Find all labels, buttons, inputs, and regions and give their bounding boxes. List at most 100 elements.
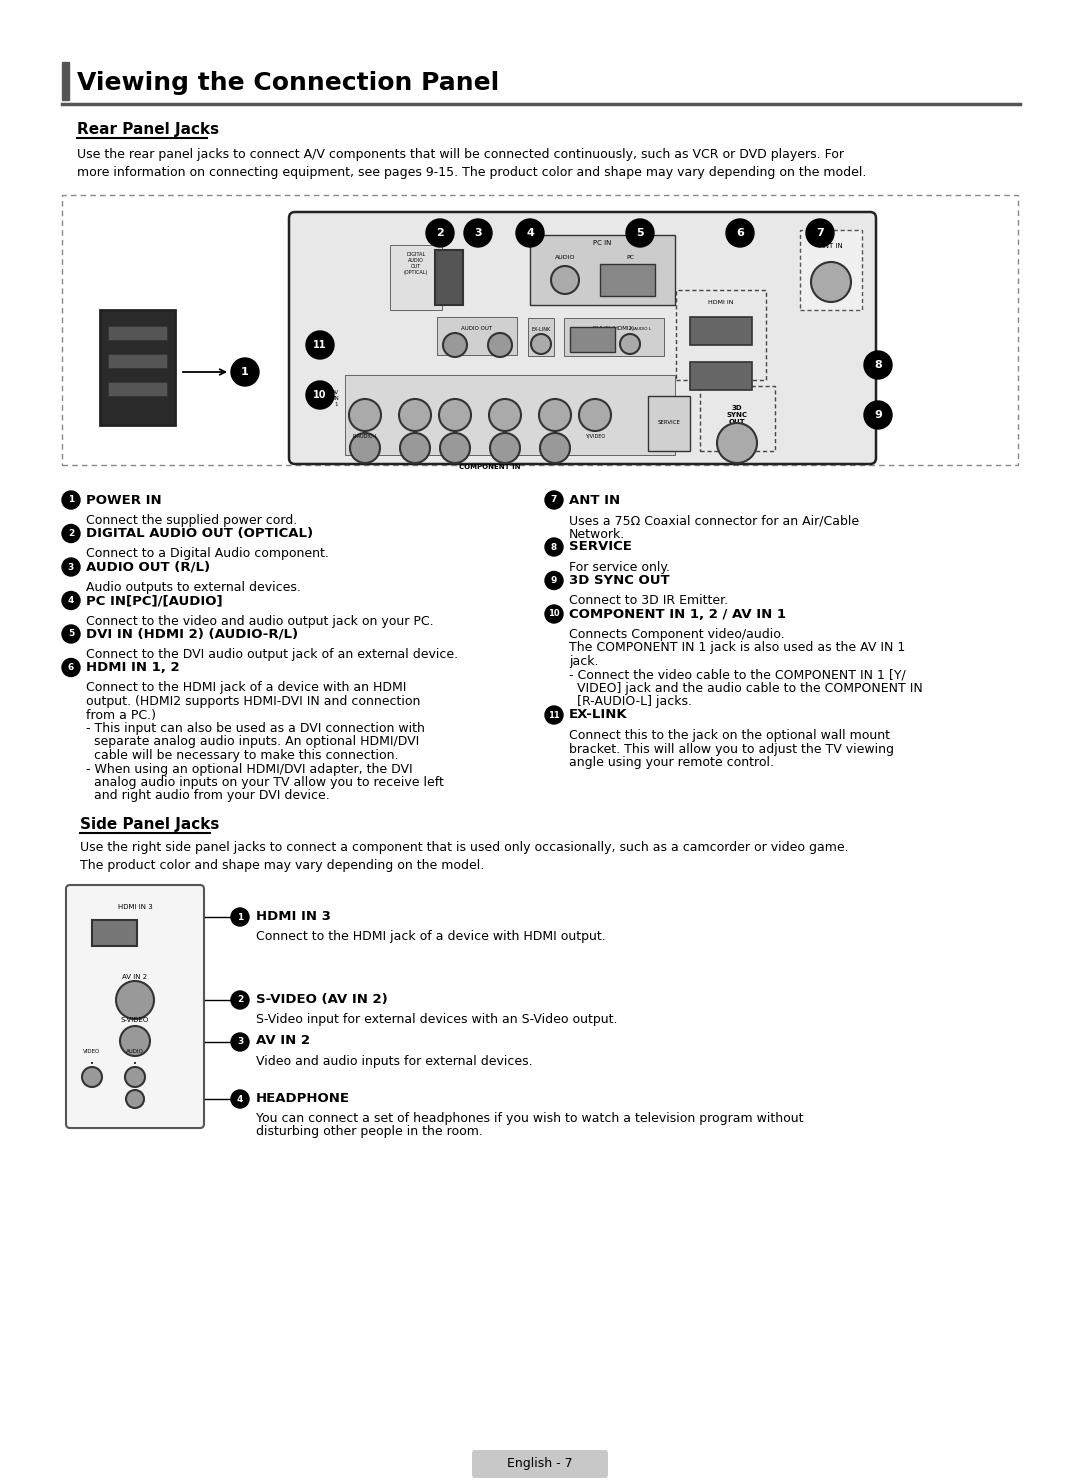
Text: SERVICE: SERVICE <box>569 541 632 553</box>
Circle shape <box>488 333 512 357</box>
Text: AV: AV <box>333 390 339 396</box>
Circle shape <box>545 705 563 725</box>
Text: Use the rear panel jacks to connect A/V components that will be connected contin: Use the rear panel jacks to connect A/V … <box>77 148 866 179</box>
Text: 4: 4 <box>526 228 534 239</box>
Text: English - 7: English - 7 <box>508 1457 572 1470</box>
Circle shape <box>306 330 334 359</box>
Text: 11: 11 <box>313 339 327 350</box>
Text: 3D SYNC OUT: 3D SYNC OUT <box>569 574 670 587</box>
Text: 3: 3 <box>68 563 75 572</box>
Text: 1: 1 <box>68 495 75 504</box>
Text: 4: 4 <box>237 1095 243 1104</box>
Circle shape <box>120 1026 150 1057</box>
Text: Y/VIDEO: Y/VIDEO <box>585 434 605 439</box>
Text: Connect this to the jack on the optional wall mount: Connect this to the jack on the optional… <box>569 729 890 742</box>
Circle shape <box>426 219 454 247</box>
Text: 8: 8 <box>874 360 882 370</box>
Circle shape <box>545 538 563 556</box>
Text: IN: IN <box>333 396 339 402</box>
Bar <box>62 62 69 99</box>
Bar <box>530 236 675 305</box>
Text: S-VIDEO (AV IN 2): S-VIDEO (AV IN 2) <box>256 993 388 1005</box>
Text: POWER IN: POWER IN <box>86 494 162 507</box>
Text: (OPTICAL): (OPTICAL) <box>404 270 428 276</box>
Circle shape <box>539 399 571 431</box>
Circle shape <box>545 605 563 622</box>
FancyBboxPatch shape <box>66 885 204 1128</box>
Bar <box>700 385 775 451</box>
Text: 1: 1 <box>334 402 338 408</box>
Text: R AUDIO L: R AUDIO L <box>630 328 650 330</box>
Text: separate analog audio inputs. An optional HDMI/DVI: separate analog audio inputs. An optiona… <box>86 735 419 748</box>
Circle shape <box>490 433 519 462</box>
Text: DVI IN (HDMI2): DVI IN (HDMI2) <box>593 326 635 330</box>
Text: AUDIO: AUDIO <box>126 1049 144 1054</box>
Circle shape <box>350 433 380 462</box>
Text: 10: 10 <box>313 390 327 400</box>
Circle shape <box>62 525 80 542</box>
Text: The COMPONENT IN 1 jack is also used as the AV IN 1: The COMPONENT IN 1 jack is also used as … <box>569 642 905 655</box>
Circle shape <box>62 559 80 576</box>
Text: bracket. This will allow you to adjust the TV viewing: bracket. This will allow you to adjust t… <box>569 742 894 756</box>
Text: 1: 1 <box>237 913 243 922</box>
Text: 8: 8 <box>551 542 557 551</box>
Text: 6: 6 <box>737 228 744 239</box>
Text: OUT: OUT <box>410 264 421 270</box>
Circle shape <box>231 1089 249 1109</box>
Text: 11: 11 <box>549 710 559 719</box>
Text: EX-LINK: EX-LINK <box>531 328 551 332</box>
Text: 6: 6 <box>68 662 75 671</box>
Text: 9: 9 <box>551 576 557 585</box>
Circle shape <box>231 908 249 926</box>
FancyBboxPatch shape <box>289 212 876 464</box>
Bar <box>345 375 675 455</box>
Text: S-Video input for external devices with an S-Video output.: S-Video input for external devices with … <box>256 1014 618 1026</box>
Text: VIDEO: VIDEO <box>83 1049 100 1054</box>
Circle shape <box>440 433 470 462</box>
Circle shape <box>443 333 467 357</box>
Text: Connect to the HDMI jack of a device with HDMI output.: Connect to the HDMI jack of a device wit… <box>256 931 606 943</box>
Text: HDMI IN 1, 2: HDMI IN 1, 2 <box>86 661 179 674</box>
Circle shape <box>231 991 249 1009</box>
Text: Video and audio inputs for external devices.: Video and audio inputs for external devi… <box>256 1055 532 1069</box>
Text: 4: 4 <box>68 596 75 605</box>
Text: EX-LINK: EX-LINK <box>569 708 627 722</box>
Text: Uses a 75Ω Coaxial connector for an Air/Cable: Uses a 75Ω Coaxial connector for an Air/… <box>569 514 859 528</box>
Text: S-VIDEO: S-VIDEO <box>121 1017 149 1023</box>
Circle shape <box>545 572 563 590</box>
Text: R-AUDIO-L: R-AUDIO-L <box>352 434 378 439</box>
Text: 3D: 3D <box>731 405 742 411</box>
Text: 7: 7 <box>551 495 557 504</box>
Text: AUDIO: AUDIO <box>408 258 424 262</box>
Circle shape <box>62 591 80 609</box>
Circle shape <box>516 219 544 247</box>
Text: 10: 10 <box>549 609 559 618</box>
Bar <box>676 290 766 379</box>
Circle shape <box>620 333 640 354</box>
Circle shape <box>82 1067 102 1086</box>
Circle shape <box>231 359 259 385</box>
Circle shape <box>349 399 381 431</box>
Bar <box>800 230 862 310</box>
Bar <box>600 264 654 296</box>
Circle shape <box>626 219 654 247</box>
Text: HDMI IN: HDMI IN <box>708 299 733 305</box>
Text: AV IN 2: AV IN 2 <box>122 974 148 980</box>
Circle shape <box>540 433 570 462</box>
FancyBboxPatch shape <box>472 1449 608 1478</box>
Circle shape <box>489 399 521 431</box>
Text: 9: 9 <box>874 411 882 419</box>
Circle shape <box>864 402 892 428</box>
Text: 2: 2 <box>436 228 444 239</box>
Circle shape <box>579 399 611 431</box>
Text: angle using your remote control.: angle using your remote control. <box>569 756 774 769</box>
Text: 1: 1 <box>241 368 248 376</box>
Text: Connect to 3D IR Emitter.: Connect to 3D IR Emitter. <box>569 594 728 608</box>
Text: SERVICE: SERVICE <box>658 419 680 425</box>
Text: DIGITAL: DIGITAL <box>406 252 426 256</box>
Circle shape <box>864 351 892 379</box>
Text: Rear Panel Jacks: Rear Panel Jacks <box>77 122 219 136</box>
Bar <box>390 245 442 310</box>
Text: AUDIO OUT: AUDIO OUT <box>461 326 492 330</box>
Circle shape <box>399 399 431 431</box>
